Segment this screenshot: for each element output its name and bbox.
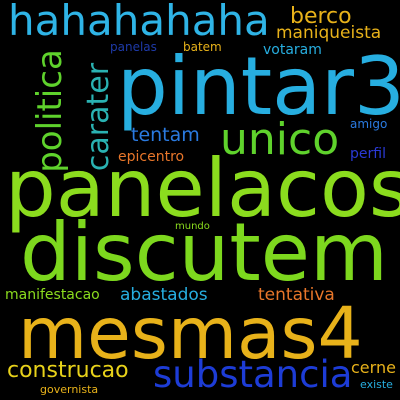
word-hahahahaha: hahahahaha bbox=[8, 0, 270, 45]
word-discutem: discutem bbox=[20, 206, 388, 299]
word-construcao: construcao bbox=[7, 358, 129, 383]
word-politica: politica bbox=[29, 49, 70, 173]
word-manifestacao: manifestacao bbox=[5, 287, 100, 303]
word-carater: carater bbox=[81, 62, 117, 172]
word-amigo: amigo bbox=[350, 117, 388, 131]
word-maniqueista: maniqueista bbox=[276, 23, 382, 43]
word-existe: existe bbox=[360, 378, 393, 391]
word-pintar3: pintar3 bbox=[117, 40, 400, 133]
word-substancia: substancia bbox=[153, 353, 353, 396]
word-tentam: tentam bbox=[131, 124, 200, 146]
word-panelas: panelas bbox=[110, 40, 157, 54]
word-epicentro: epicentro bbox=[118, 149, 185, 165]
word-batem: batem bbox=[183, 40, 222, 54]
word-cerne: cerne bbox=[351, 358, 396, 377]
word-abastados: abastados bbox=[120, 285, 208, 305]
word-votaram: votaram bbox=[263, 42, 322, 58]
word-mesmas4: mesmas4 bbox=[18, 292, 363, 375]
word-panelacos: panelacos bbox=[5, 142, 400, 235]
word-tentativa: tentativa bbox=[258, 285, 335, 305]
word-perfil: perfil bbox=[350, 146, 386, 162]
word-berco: berco bbox=[290, 4, 352, 29]
word-governista: governista bbox=[40, 383, 99, 396]
word-mundo: mundo bbox=[175, 221, 210, 232]
word-unico: unico bbox=[220, 114, 340, 165]
